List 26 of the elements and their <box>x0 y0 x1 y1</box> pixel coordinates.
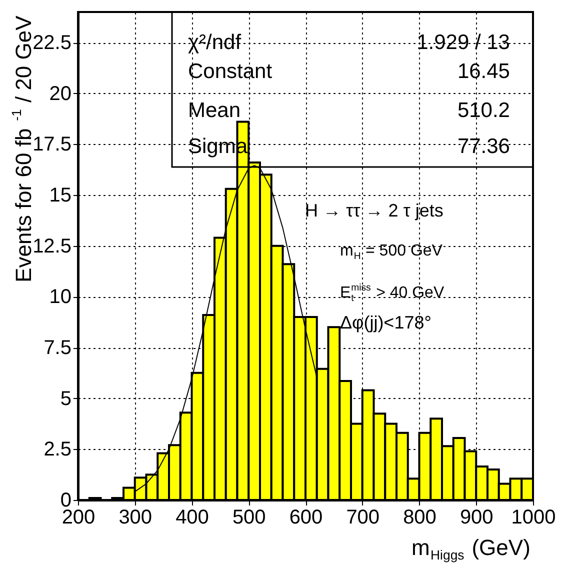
x-tick-label: 700 <box>346 506 380 528</box>
annotation: H → ττ → 2 τ jets <box>305 200 444 220</box>
y-tick-label: 2.5 <box>44 438 72 461</box>
x-tick-label: 400 <box>176 506 209 528</box>
x-tick-label: 800 <box>403 506 436 528</box>
y-tick-label: 22.5 <box>32 32 72 54</box>
x-tick-label: 500 <box>232 506 266 528</box>
y-tick-label: 17.5 <box>32 134 72 156</box>
x-tick-label: 300 <box>118 506 152 528</box>
x-tick-label: 600 <box>289 506 323 528</box>
y-tick-label: 7.5 <box>44 337 72 359</box>
annotation: Mean <box>188 99 241 122</box>
y-tick-label: 12.5 <box>32 235 72 258</box>
x-tick-label: 200 <box>62 506 96 528</box>
annotation: 77.36 <box>457 135 510 158</box>
annotation: Δφ(jj)<178° <box>340 312 432 332</box>
annotation: 16.45 <box>457 60 510 83</box>
x-tick-label: 900 <box>460 506 494 528</box>
x-tick-label: 1000 <box>511 506 556 528</box>
y-tick-label: 5 <box>60 388 72 410</box>
annotation: 510.2 <box>457 99 510 122</box>
annotation: Constant <box>188 60 272 83</box>
y-tick-label: 10 <box>49 286 72 308</box>
annotation: χ²/ndf <box>188 31 242 54</box>
y-tick-label: 20 <box>49 82 72 105</box>
y-tick-label: 15 <box>49 184 72 206</box>
